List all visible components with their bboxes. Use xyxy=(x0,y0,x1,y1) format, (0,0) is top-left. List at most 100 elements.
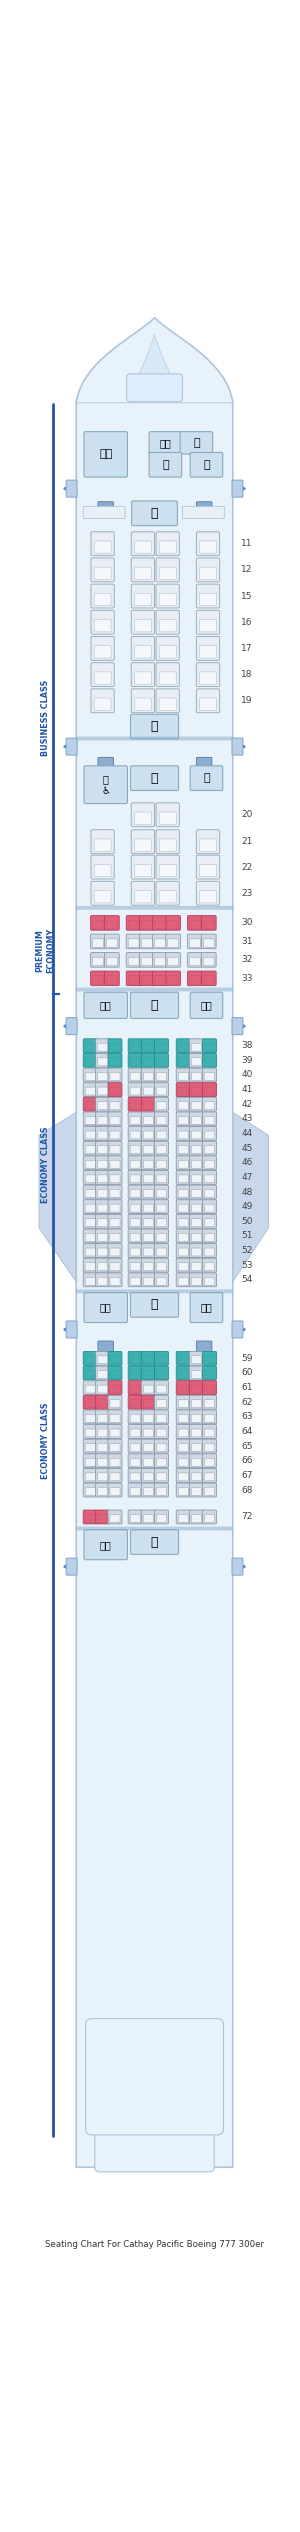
FancyBboxPatch shape xyxy=(83,1258,97,1271)
FancyBboxPatch shape xyxy=(84,430,128,476)
FancyBboxPatch shape xyxy=(85,1117,95,1124)
FancyBboxPatch shape xyxy=(191,1086,201,1094)
FancyBboxPatch shape xyxy=(128,1453,142,1469)
FancyBboxPatch shape xyxy=(98,1342,113,1352)
FancyBboxPatch shape xyxy=(141,1380,155,1395)
Text: 🥤: 🥤 xyxy=(151,719,158,734)
FancyBboxPatch shape xyxy=(108,1084,122,1096)
FancyBboxPatch shape xyxy=(176,1084,190,1096)
FancyBboxPatch shape xyxy=(130,1144,140,1155)
FancyBboxPatch shape xyxy=(98,1415,108,1423)
Text: 🥤: 🥤 xyxy=(151,1299,158,1312)
FancyBboxPatch shape xyxy=(130,1086,140,1094)
FancyBboxPatch shape xyxy=(104,917,119,929)
FancyBboxPatch shape xyxy=(76,906,233,982)
FancyBboxPatch shape xyxy=(98,1086,108,1094)
FancyBboxPatch shape xyxy=(108,1380,122,1395)
FancyBboxPatch shape xyxy=(131,689,154,711)
FancyBboxPatch shape xyxy=(85,1233,95,1241)
FancyBboxPatch shape xyxy=(168,919,178,929)
FancyBboxPatch shape xyxy=(130,1117,140,1124)
FancyBboxPatch shape xyxy=(143,1233,153,1241)
FancyBboxPatch shape xyxy=(176,1484,190,1496)
FancyBboxPatch shape xyxy=(189,1484,203,1496)
Text: 48: 48 xyxy=(241,1188,253,1198)
FancyBboxPatch shape xyxy=(130,1474,140,1481)
FancyBboxPatch shape xyxy=(191,1276,201,1286)
FancyBboxPatch shape xyxy=(196,557,220,582)
FancyBboxPatch shape xyxy=(189,1426,203,1438)
FancyBboxPatch shape xyxy=(83,1127,97,1139)
FancyBboxPatch shape xyxy=(108,1426,122,1438)
FancyBboxPatch shape xyxy=(108,1112,122,1127)
FancyBboxPatch shape xyxy=(110,1428,120,1436)
FancyBboxPatch shape xyxy=(205,1086,214,1094)
FancyBboxPatch shape xyxy=(176,1170,190,1185)
FancyBboxPatch shape xyxy=(176,1112,190,1127)
FancyBboxPatch shape xyxy=(96,1509,110,1524)
FancyBboxPatch shape xyxy=(141,957,152,965)
FancyBboxPatch shape xyxy=(130,1160,140,1167)
FancyBboxPatch shape xyxy=(191,1218,201,1225)
FancyBboxPatch shape xyxy=(94,671,111,684)
Text: 16: 16 xyxy=(241,618,253,628)
FancyBboxPatch shape xyxy=(85,1101,95,1109)
FancyBboxPatch shape xyxy=(178,1355,188,1365)
FancyBboxPatch shape xyxy=(156,585,179,608)
FancyBboxPatch shape xyxy=(98,757,113,767)
FancyBboxPatch shape xyxy=(176,1380,190,1395)
FancyBboxPatch shape xyxy=(166,952,181,967)
FancyBboxPatch shape xyxy=(189,1155,203,1170)
FancyBboxPatch shape xyxy=(83,1453,97,1469)
FancyBboxPatch shape xyxy=(178,1248,188,1256)
FancyBboxPatch shape xyxy=(154,1127,169,1139)
FancyBboxPatch shape xyxy=(205,1400,214,1408)
FancyBboxPatch shape xyxy=(191,1132,201,1139)
FancyBboxPatch shape xyxy=(189,1142,203,1155)
FancyBboxPatch shape xyxy=(108,1509,122,1524)
FancyBboxPatch shape xyxy=(85,1132,95,1139)
FancyBboxPatch shape xyxy=(134,699,152,711)
FancyBboxPatch shape xyxy=(76,987,233,993)
FancyBboxPatch shape xyxy=(143,1218,153,1225)
FancyBboxPatch shape xyxy=(96,1200,110,1213)
FancyBboxPatch shape xyxy=(141,1274,155,1286)
FancyBboxPatch shape xyxy=(202,1380,217,1395)
FancyBboxPatch shape xyxy=(191,1458,201,1466)
FancyBboxPatch shape xyxy=(98,1144,108,1155)
FancyBboxPatch shape xyxy=(134,592,152,605)
FancyBboxPatch shape xyxy=(205,1144,214,1155)
FancyBboxPatch shape xyxy=(154,957,165,965)
FancyBboxPatch shape xyxy=(178,1514,188,1522)
FancyBboxPatch shape xyxy=(201,952,216,967)
FancyBboxPatch shape xyxy=(83,1142,97,1155)
FancyBboxPatch shape xyxy=(157,1101,166,1109)
FancyBboxPatch shape xyxy=(92,939,104,947)
FancyBboxPatch shape xyxy=(83,1228,97,1243)
FancyBboxPatch shape xyxy=(157,1263,166,1271)
FancyBboxPatch shape xyxy=(104,952,119,967)
FancyBboxPatch shape xyxy=(96,1185,110,1200)
Text: 🥤: 🥤 xyxy=(162,461,169,471)
FancyBboxPatch shape xyxy=(126,917,141,929)
FancyBboxPatch shape xyxy=(178,1276,188,1286)
FancyBboxPatch shape xyxy=(202,1069,217,1081)
FancyBboxPatch shape xyxy=(157,1276,166,1286)
FancyBboxPatch shape xyxy=(110,1132,120,1139)
FancyBboxPatch shape xyxy=(108,1243,122,1258)
FancyBboxPatch shape xyxy=(156,856,179,879)
FancyBboxPatch shape xyxy=(108,1185,122,1200)
FancyBboxPatch shape xyxy=(157,1086,166,1094)
FancyBboxPatch shape xyxy=(202,1170,217,1185)
FancyBboxPatch shape xyxy=(110,1370,120,1377)
FancyBboxPatch shape xyxy=(85,1514,95,1522)
FancyBboxPatch shape xyxy=(190,993,223,1018)
FancyBboxPatch shape xyxy=(83,1484,97,1496)
Text: 44: 44 xyxy=(241,1129,253,1137)
FancyBboxPatch shape xyxy=(84,993,128,1018)
FancyBboxPatch shape xyxy=(176,1096,190,1112)
FancyBboxPatch shape xyxy=(128,1215,142,1228)
FancyBboxPatch shape xyxy=(85,1160,95,1167)
FancyBboxPatch shape xyxy=(196,636,220,661)
FancyBboxPatch shape xyxy=(128,1228,142,1243)
